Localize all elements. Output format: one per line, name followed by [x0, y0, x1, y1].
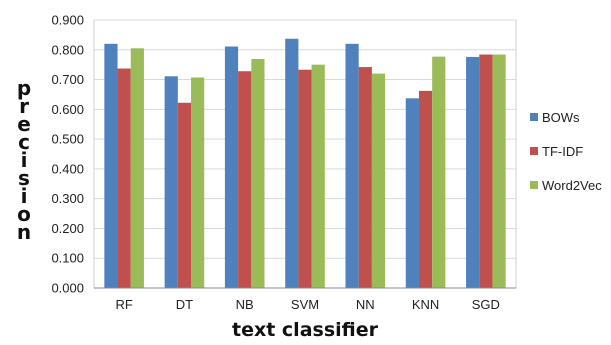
y-tick-labels: 0.000 0.100 0.200 0.300 0.400 0.500 0.600 0.700…	[51, 13, 84, 296]
bar-word2vec-knn	[432, 56, 446, 289]
y-tick-label: 0.700	[51, 72, 84, 87]
bar-word2vec-rf	[130, 48, 144, 289]
y-axis-title-letter: n	[17, 220, 31, 244]
bar-tf-idf-rf	[117, 68, 131, 288]
x-tick-label: NB	[236, 297, 254, 312]
y-tick-label: 0.400	[51, 161, 84, 176]
legend-label: Word2Vec	[542, 178, 602, 193]
x-tick-label: DT	[176, 297, 193, 312]
x-tick-labels: RF DT NB SVM NN KNN SGD	[115, 297, 499, 312]
x-tick-label: NN	[356, 297, 375, 312]
bar-bows-knn	[405, 98, 419, 288]
bar-word2vec-nn	[371, 73, 386, 288]
y-axis-title-letter: r	[19, 94, 29, 118]
bar-bows-dt	[164, 76, 178, 288]
legend-label: BOWs	[542, 110, 580, 125]
y-tick-label: 0.000	[51, 281, 84, 296]
x-axis-title: text classifier	[232, 319, 379, 341]
y-tick-label: 0.100	[51, 251, 84, 266]
y-axis-title-letter: i	[21, 148, 28, 172]
bar-tf-idf-dt	[177, 102, 192, 288]
y-axis-title-letter: s	[18, 166, 30, 190]
bar-bows-rf	[104, 43, 118, 289]
bar-word2vec-svm	[311, 64, 325, 289]
bar-bows-nb	[224, 46, 239, 288]
bar-bows-nn	[345, 43, 359, 289]
x-tick-label: RF	[115, 297, 132, 312]
bar-word2vec-sgd	[492, 54, 506, 288]
bar-tf-idf-sgd	[479, 54, 493, 288]
y-axis-title-letter: e	[17, 112, 31, 136]
y-tick-label: 0.900	[51, 13, 84, 28]
legend: BOWs TF-IDF Word2Vec	[530, 110, 602, 193]
x-tick-label: SGD	[472, 297, 500, 312]
y-axis-title-letter: p	[17, 76, 31, 100]
bar-word2vec-dt	[191, 77, 205, 289]
y-tick-label: 0.300	[51, 191, 84, 206]
y-axis-title-letter: c	[18, 130, 30, 154]
legend-label: TF-IDF	[542, 144, 583, 159]
bars	[104, 38, 506, 289]
y-tick-label: 0.600	[51, 102, 84, 117]
y-tick-label: 0.800	[51, 42, 84, 57]
y-axis-title-letter: o	[17, 202, 31, 226]
x-tick-label: KNN	[412, 297, 439, 312]
y-axis-title-letter: i	[21, 184, 28, 208]
bar-tf-idf-svm	[298, 69, 312, 289]
bar-tf-idf-knn	[418, 90, 433, 288]
bar-word2vec-nb	[251, 59, 265, 289]
legend-swatch	[530, 181, 538, 189]
y-tick-label: 0.200	[51, 221, 84, 236]
bar-bows-svm	[285, 38, 299, 289]
bar-bows-sgd	[466, 56, 480, 289]
bar-tf-idf-nn	[358, 67, 372, 288]
legend-swatch	[530, 147, 538, 155]
legend-swatch	[530, 113, 538, 121]
y-tick-label: 0.500	[51, 132, 84, 147]
x-tick-label: SVM	[291, 297, 319, 312]
bar-tf-idf-nb	[238, 71, 252, 289]
